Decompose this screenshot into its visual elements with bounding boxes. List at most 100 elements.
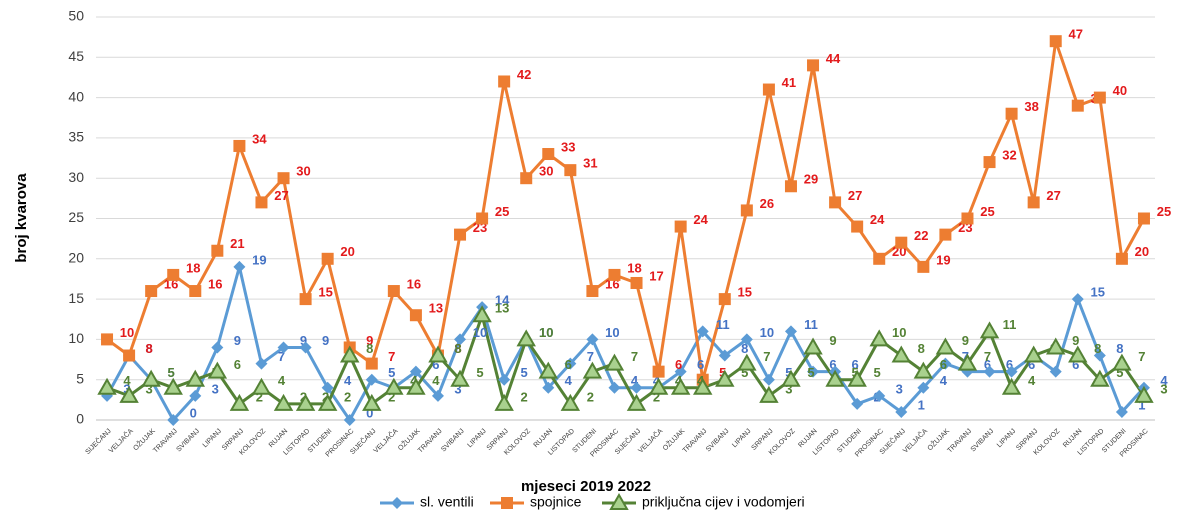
data-label: 8 xyxy=(741,341,748,356)
point xyxy=(604,353,625,371)
data-label: 4 xyxy=(1160,373,1168,388)
data-label: 15 xyxy=(1091,285,1105,300)
point xyxy=(1045,337,1066,355)
point xyxy=(674,365,687,378)
data-label: 40 xyxy=(1113,83,1127,98)
point xyxy=(851,397,864,410)
data-label: 8 xyxy=(366,341,373,356)
data-label: 8 xyxy=(1094,341,1101,356)
point xyxy=(1027,196,1040,209)
point xyxy=(295,393,316,411)
point xyxy=(759,385,779,403)
data-label: 10 xyxy=(473,325,487,340)
data-label: 7 xyxy=(962,349,969,364)
point xyxy=(648,377,669,395)
y-tick-label: 25 xyxy=(68,209,84,225)
point xyxy=(670,377,691,395)
point xyxy=(1005,107,1018,120)
legend-label: spojnice xyxy=(530,494,582,510)
point xyxy=(317,393,338,411)
point xyxy=(494,393,514,411)
data-label: 3 xyxy=(123,381,130,396)
point xyxy=(343,414,356,426)
point xyxy=(825,369,845,387)
point xyxy=(365,357,378,370)
data-label: 4 xyxy=(432,373,440,388)
data-label: 4 xyxy=(278,373,286,388)
data-label: 20 xyxy=(1135,244,1149,259)
data-label: 6 xyxy=(829,357,836,372)
data-label: 9 xyxy=(300,333,307,348)
data-label: 16 xyxy=(208,276,222,291)
x-tick-label: VELJAČA xyxy=(106,426,135,455)
y-tick-label: 10 xyxy=(68,330,84,346)
point xyxy=(472,305,492,323)
point xyxy=(737,353,757,371)
point xyxy=(715,369,735,387)
data-label: 7 xyxy=(388,349,395,364)
y-tick-label: 0 xyxy=(76,411,84,427)
x-tick-label: SIJEČANJ xyxy=(83,426,113,456)
data-label: 5 xyxy=(521,365,528,380)
point xyxy=(873,252,886,265)
y-tick-label: 40 xyxy=(68,88,84,104)
data-label: 18 xyxy=(627,260,641,275)
data-label: 14 xyxy=(495,293,510,308)
point xyxy=(207,361,228,379)
point xyxy=(1137,212,1150,225)
point xyxy=(692,377,713,395)
data-label: 0 xyxy=(190,405,197,420)
data-label: 5 xyxy=(168,365,175,380)
legend-label: sl. ventili xyxy=(420,494,474,510)
point xyxy=(847,369,867,387)
data-label: 7 xyxy=(763,349,770,364)
point xyxy=(1112,353,1132,371)
x-tick-label: LIPANJ xyxy=(202,428,223,449)
data-label: 3 xyxy=(896,381,903,396)
point xyxy=(454,228,467,241)
point xyxy=(983,156,996,169)
x-tick-label: LIPANJ xyxy=(996,428,1017,449)
data-label: 11 xyxy=(716,317,730,332)
data-label: 6 xyxy=(432,357,439,372)
data-label: 2 xyxy=(344,389,351,404)
x-tick-label: RUJAN xyxy=(1062,428,1083,449)
point xyxy=(851,220,864,233)
data-label: 25 xyxy=(980,204,994,219)
data-label: 24 xyxy=(870,212,885,227)
data-label: 3 xyxy=(145,381,152,396)
point xyxy=(299,293,312,306)
point xyxy=(428,345,448,363)
point xyxy=(339,345,360,363)
point xyxy=(1001,377,1022,395)
point xyxy=(807,59,820,72)
point xyxy=(608,381,621,394)
data-label: 15 xyxy=(738,285,752,300)
data-label: 7 xyxy=(631,349,638,364)
data-label: 5 xyxy=(1116,365,1123,380)
data-label: 19 xyxy=(936,252,950,267)
data-label: 42 xyxy=(517,67,531,82)
point xyxy=(251,377,272,395)
point xyxy=(119,385,139,403)
point xyxy=(560,393,581,411)
point xyxy=(189,285,202,298)
point xyxy=(582,361,603,379)
data-label: 22 xyxy=(914,228,928,243)
x-tick-label: LIPANJ xyxy=(731,428,752,449)
y-tick-label: 20 xyxy=(68,250,84,266)
point xyxy=(255,357,268,370)
data-label: 41 xyxy=(782,75,796,90)
data-label: 24 xyxy=(693,212,708,227)
point xyxy=(718,293,731,306)
point xyxy=(189,389,202,402)
data-label: 3 xyxy=(785,381,792,396)
point xyxy=(873,389,886,402)
data-label: 9 xyxy=(829,333,836,348)
point xyxy=(384,377,404,395)
point xyxy=(586,285,599,298)
x-tick-label: RUJAN xyxy=(797,428,818,449)
point xyxy=(163,377,183,395)
data-label: 17 xyxy=(649,268,663,283)
data-label: 6 xyxy=(984,357,991,372)
